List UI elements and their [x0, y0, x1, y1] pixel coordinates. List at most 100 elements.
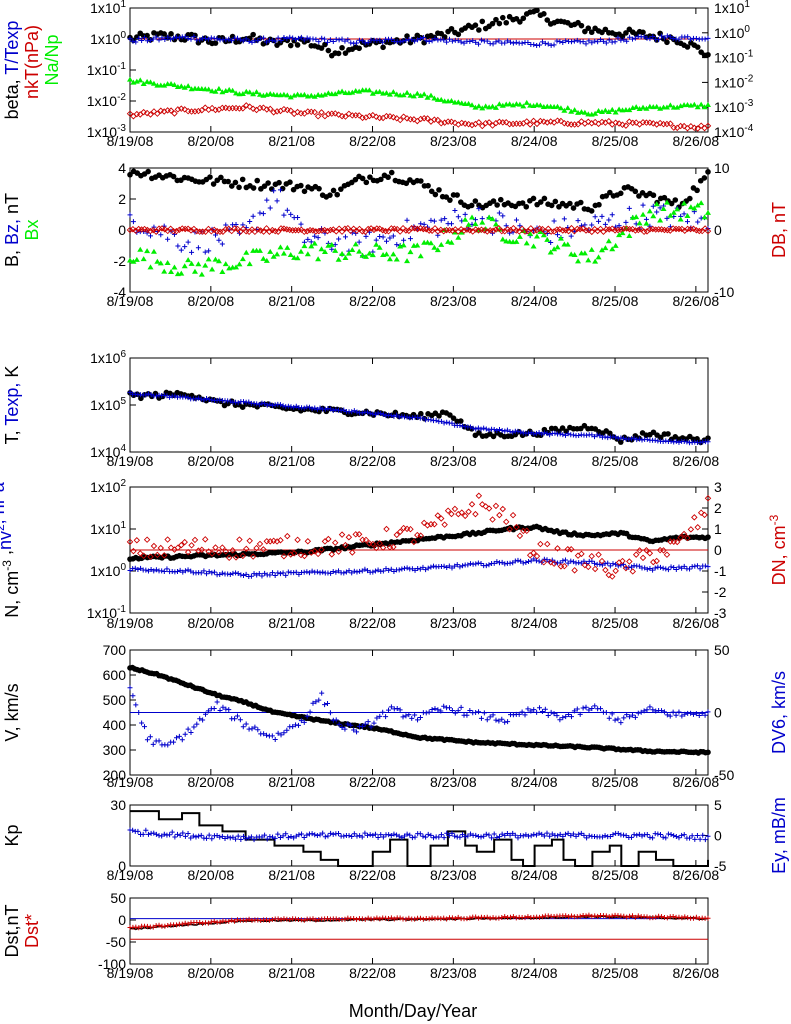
- data-point: [528, 558, 534, 564]
- data-point: [181, 263, 188, 269]
- data-point: [432, 191, 439, 198]
- x-tick-label: 8/23/08: [430, 453, 477, 469]
- data-point: [138, 565, 144, 571]
- data-point: [624, 914, 630, 920]
- data-point: [458, 704, 464, 710]
- right-tick-label: 0: [714, 542, 722, 558]
- data-point: [431, 835, 437, 841]
- data-point: [644, 832, 650, 838]
- data-point: [677, 534, 684, 541]
- data-point: [673, 712, 679, 718]
- data-point: [342, 916, 348, 922]
- data-point: [293, 833, 299, 839]
- data-point: [684, 213, 691, 219]
- data-point: [694, 202, 701, 208]
- data-point: [418, 178, 424, 184]
- data-point: [457, 226, 465, 233]
- data-point: [540, 559, 548, 566]
- data-point: [562, 831, 568, 837]
- x-tick-label: 8/22/08: [349, 965, 396, 981]
- data-point: [171, 264, 178, 270]
- data-point: [214, 36, 220, 42]
- data-point: [363, 179, 370, 186]
- data-point: [239, 404, 246, 410]
- data-point: [449, 227, 456, 235]
- data-point: [647, 565, 653, 571]
- x-tick-label: 8/25/08: [592, 615, 639, 631]
- data-point: [400, 714, 406, 720]
- data-point: [171, 110, 178, 117]
- data-point: [523, 832, 529, 838]
- data-point: [234, 713, 240, 719]
- data-point: [412, 38, 418, 44]
- data-point: [692, 836, 698, 842]
- series-blue-plus: [127, 556, 711, 579]
- data-point: [417, 715, 423, 721]
- data-point: [211, 706, 217, 712]
- right-tick-label: 1x100: [714, 24, 750, 41]
- data-point: [618, 720, 624, 726]
- data-point: [536, 830, 542, 836]
- y-tick-label: 2: [118, 191, 126, 207]
- data-point: [217, 571, 223, 577]
- data-point: [571, 107, 578, 113]
- data-point: [391, 916, 397, 922]
- data-point: [136, 925, 142, 931]
- data-point: [366, 112, 373, 120]
- data-point: [127, 389, 133, 395]
- data-point: [426, 709, 432, 715]
- data-point: [332, 91, 339, 97]
- data-point: [359, 252, 366, 258]
- data-point: [325, 833, 331, 839]
- data-point: [403, 916, 409, 922]
- data-point: [426, 916, 432, 922]
- data-point: [167, 832, 173, 838]
- data-point: [373, 241, 380, 247]
- data-point: [206, 569, 212, 575]
- data-point: [272, 835, 278, 841]
- y-tick-label: 1x106: [90, 349, 126, 366]
- data-point: [431, 244, 438, 250]
- data-point: [321, 112, 329, 120]
- data-point: [632, 119, 640, 126]
- data-point: [571, 708, 577, 714]
- data-point: [693, 35, 699, 41]
- data-point: [599, 834, 605, 840]
- data-point: [325, 47, 332, 54]
- right-tick-label: -1: [714, 563, 727, 579]
- data-point: [145, 568, 151, 574]
- data-point: [420, 415, 426, 421]
- data-point: [452, 563, 458, 569]
- data-point: [251, 571, 257, 577]
- data-point: [687, 195, 693, 202]
- data-point: [428, 188, 435, 195]
- data-point: [410, 538, 418, 546]
- data-point: [327, 192, 333, 198]
- data-point: [264, 197, 270, 203]
- data-point: [515, 557, 521, 563]
- data-point: [516, 711, 522, 717]
- data-point: [609, 711, 615, 717]
- data-point: [539, 708, 545, 714]
- data-point: [684, 219, 690, 225]
- data-point: [215, 258, 222, 264]
- data-point: [232, 554, 240, 561]
- data-point: [259, 573, 265, 579]
- data-point: [485, 119, 493, 126]
- data-point: [246, 261, 253, 267]
- data-point: [147, 553, 154, 561]
- data-point: [248, 834, 254, 840]
- data-point: [352, 87, 359, 93]
- data-point: [423, 710, 429, 716]
- data-point: [475, 425, 481, 431]
- data-point: [390, 113, 397, 121]
- data-point: [614, 226, 622, 234]
- x-tick-label: 8/25/08: [592, 965, 639, 981]
- data-point: [304, 569, 310, 575]
- data-point: [370, 226, 378, 234]
- data-point: [635, 913, 641, 919]
- data-point: [197, 920, 203, 926]
- data-point: [575, 218, 581, 224]
- x-tick-label: 8/24/08: [511, 453, 558, 469]
- data-point: [420, 564, 426, 570]
